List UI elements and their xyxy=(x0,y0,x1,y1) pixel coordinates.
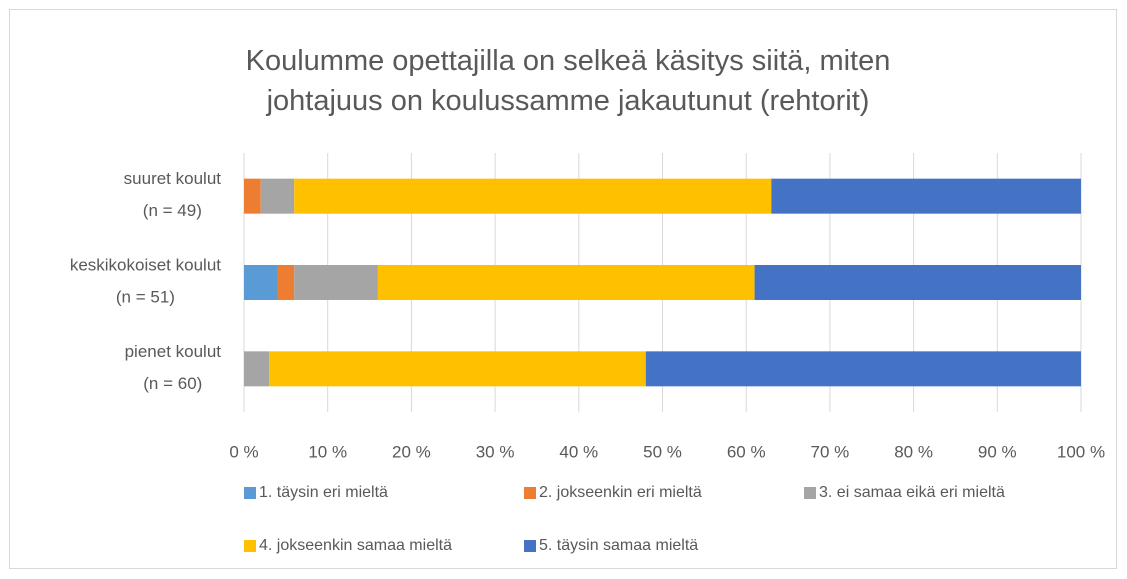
x-tick-label: 40 % xyxy=(559,442,598,461)
legend-label: 3. ei samaa eikä eri mieltä xyxy=(819,484,1005,501)
x-tick-label: 70 % xyxy=(811,442,850,461)
y-tick-label: pienet koulut (n = 60) xyxy=(125,342,222,393)
x-tick-label: 30 % xyxy=(476,442,515,461)
legend-swatch xyxy=(524,540,536,552)
legend-label: 2. jokseenkin eri mieltä xyxy=(539,484,702,501)
bar-segment xyxy=(269,351,646,387)
legend-swatch xyxy=(524,487,536,499)
x-tick-label: 100 % xyxy=(1057,442,1105,461)
legend-label: 4. jokseenkin samaa mieltä xyxy=(259,537,452,554)
bar-segment xyxy=(377,265,755,300)
x-tick-label: 50 % xyxy=(643,442,682,461)
chart-title: Koulumme opettajilla on selkeä käsitys s… xyxy=(246,45,891,117)
bar-segment xyxy=(771,178,1081,214)
bar-segment xyxy=(244,265,278,300)
bar-segment xyxy=(244,178,261,214)
x-tick-label: 80 % xyxy=(894,442,933,461)
x-tick-label: 0 % xyxy=(229,442,258,461)
bar-segment xyxy=(277,265,295,300)
bar-segment xyxy=(260,178,295,214)
y-tick-label: suuret koulut (n = 49) xyxy=(124,170,222,221)
x-tick-label: 90 % xyxy=(978,442,1017,461)
legend-swatch xyxy=(804,487,816,499)
x-tick-label: 20 % xyxy=(392,442,431,461)
legend-label: 1. täysin eri mieltä xyxy=(259,484,388,501)
legend-swatch xyxy=(244,487,256,499)
bar-segment xyxy=(294,265,378,300)
x-tick-label: 10 % xyxy=(308,442,347,461)
bar-segment xyxy=(244,351,270,387)
bar-segment xyxy=(754,265,1081,300)
legend-label: 5. täysin samaa mieltä xyxy=(539,537,698,554)
legend-swatch xyxy=(244,540,256,552)
y-tick-label: keskikokoiset koulut (n = 51) xyxy=(70,256,221,307)
bar-segment xyxy=(294,178,772,214)
bar-segment xyxy=(645,351,1081,387)
x-tick-label: 60 % xyxy=(727,442,766,461)
